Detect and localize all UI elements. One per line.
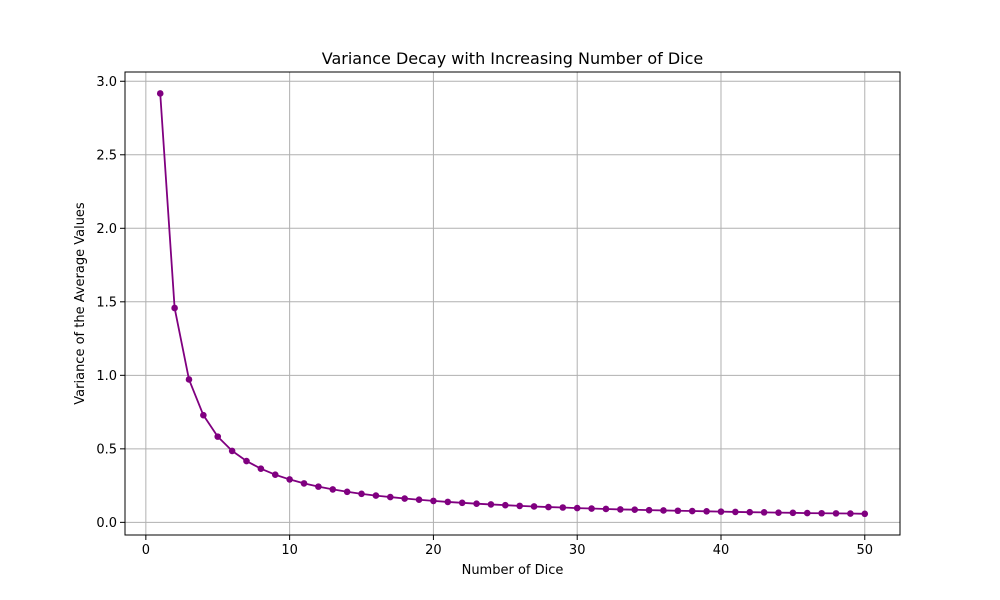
data-point xyxy=(358,490,365,498)
data-point xyxy=(487,501,495,508)
y-tick-label: 1.5 xyxy=(96,295,117,310)
data-point xyxy=(343,488,351,496)
data-point xyxy=(214,433,222,440)
x-tick-label: 30 xyxy=(569,543,586,558)
series-line-group xyxy=(156,90,869,518)
data-point xyxy=(717,508,725,515)
x-tick-label: 50 xyxy=(856,543,873,558)
data-point xyxy=(660,507,667,514)
plot-frame xyxy=(124,71,901,536)
data-point xyxy=(760,509,768,516)
y-tick-label: 0.5 xyxy=(96,442,117,457)
data-point xyxy=(286,476,293,483)
data-point xyxy=(386,493,394,501)
data-point xyxy=(228,447,236,455)
data-point xyxy=(171,304,178,312)
data-point xyxy=(372,492,380,499)
data-point xyxy=(746,508,754,516)
y-tick-label: 2.0 xyxy=(96,222,117,237)
data-point xyxy=(617,506,624,513)
data-point xyxy=(832,510,840,517)
x-tick-label: 10 xyxy=(281,543,298,558)
data-point xyxy=(271,471,279,479)
x-axis-label: Number of Dice xyxy=(462,563,564,578)
data-point xyxy=(789,509,797,517)
data-point xyxy=(329,486,337,493)
y-tick-label: 2.5 xyxy=(96,148,117,163)
data-point xyxy=(732,508,739,516)
data-point xyxy=(631,506,639,514)
x-tick-label: 40 xyxy=(713,543,730,558)
data-point xyxy=(444,498,452,506)
data-point xyxy=(516,502,523,510)
data-point xyxy=(545,503,552,511)
data-point xyxy=(803,509,811,517)
data-point xyxy=(502,501,509,509)
data-point xyxy=(559,504,567,511)
data-point xyxy=(458,499,466,507)
data-point xyxy=(674,507,682,515)
data-point xyxy=(645,506,653,514)
data-point xyxy=(602,505,610,513)
ticks: 0 10 20 30 40 50 0.0 0.5 1.0 1.5 2.0 2.5 3.0 xyxy=(96,75,873,558)
chart-title: Variance Decay with Increasing Number of… xyxy=(322,49,704,68)
y-tick-label: 1.0 xyxy=(96,369,117,384)
grid xyxy=(125,72,900,535)
data-point xyxy=(200,411,207,419)
data-point xyxy=(847,510,854,517)
data-point xyxy=(415,496,423,504)
data-point xyxy=(257,465,265,472)
data-point xyxy=(473,500,480,507)
x-tick-label: 0 xyxy=(142,543,150,558)
data-point xyxy=(243,457,250,465)
data-point xyxy=(573,504,581,512)
data-point xyxy=(588,505,595,512)
y-tick-label: 0.0 xyxy=(96,516,117,531)
data-point xyxy=(430,497,437,505)
data-point xyxy=(315,483,322,490)
data-point xyxy=(861,510,869,518)
x-tick-label: 20 xyxy=(425,543,442,558)
data-point xyxy=(185,376,193,383)
data-point xyxy=(703,508,710,515)
data-point xyxy=(530,503,538,510)
y-axis-label: Variance of the Average Values xyxy=(73,202,88,405)
data-point xyxy=(775,509,782,516)
data-point xyxy=(688,507,696,515)
data-point xyxy=(300,480,308,487)
data-point xyxy=(156,90,164,97)
y-tick-label: 3.0 xyxy=(96,75,117,90)
data-point xyxy=(818,509,825,517)
data-point xyxy=(401,495,408,502)
